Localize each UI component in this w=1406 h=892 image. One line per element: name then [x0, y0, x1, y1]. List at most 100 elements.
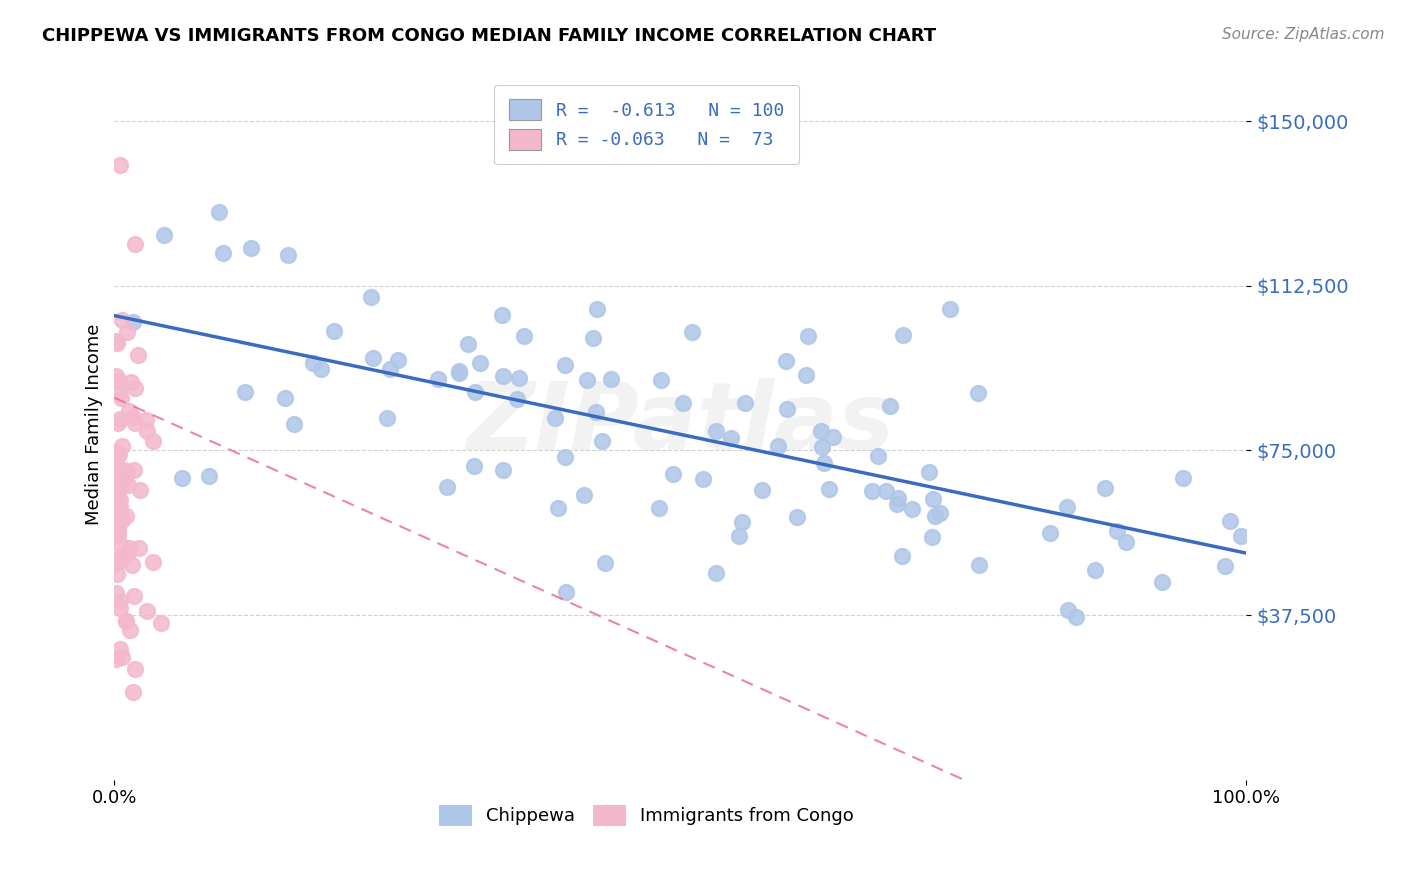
Point [671, 395, 693, 409]
Point [112, 463, 135, 477]
Point [239, 241, 262, 255]
Point [111, 313, 134, 327]
Point [766, 439, 789, 453]
Point [104, 457, 127, 471]
Point [105, 491, 128, 506]
Point [127, 348, 149, 362]
Point [105, 556, 128, 570]
Point [124, 416, 146, 430]
Point [108, 447, 131, 461]
Point [118, 541, 141, 555]
Point [360, 290, 382, 304]
Point [104, 515, 127, 529]
Point [813, 457, 835, 471]
Point [939, 301, 962, 316]
Y-axis label: Median Family Income: Median Family Income [86, 324, 103, 524]
Point [890, 549, 912, 563]
Point [110, 469, 132, 483]
Point [211, 245, 233, 260]
Point [794, 368, 817, 382]
Point [107, 467, 129, 482]
Point [120, 375, 142, 389]
Point [323, 325, 346, 339]
Point [149, 616, 172, 631]
Point [1056, 500, 1078, 514]
Point [1084, 563, 1107, 577]
Point [681, 325, 703, 339]
Point [706, 566, 728, 580]
Point [547, 500, 569, 515]
Point [966, 386, 988, 401]
Point [1039, 526, 1062, 541]
Point [107, 483, 129, 498]
Point [111, 439, 134, 453]
Point [468, 356, 491, 370]
Point [121, 558, 143, 572]
Point [720, 431, 742, 445]
Point [110, 549, 132, 563]
Point [775, 353, 797, 368]
Legend: Chippewa, Immigrants from Congo: Chippewa, Immigrants from Congo [430, 796, 863, 835]
Point [122, 590, 145, 604]
Point [283, 417, 305, 432]
Point [513, 329, 536, 343]
Point [821, 430, 844, 444]
Point [108, 158, 131, 172]
Point [111, 552, 134, 566]
Point [121, 314, 143, 328]
Point [554, 450, 576, 464]
Point [1230, 529, 1253, 543]
Point [572, 487, 595, 501]
Point [786, 509, 808, 524]
Point [136, 605, 159, 619]
Point [309, 362, 332, 376]
Text: Source: ZipAtlas.com: Source: ZipAtlas.com [1222, 27, 1385, 42]
Point [112, 475, 135, 490]
Point [108, 493, 131, 508]
Point [107, 522, 129, 536]
Point [117, 546, 139, 560]
Point [108, 600, 131, 615]
Point [692, 472, 714, 486]
Point [361, 351, 384, 365]
Point [704, 425, 727, 439]
Point [585, 405, 607, 419]
Point [105, 335, 128, 350]
Point [136, 424, 159, 438]
Point [901, 502, 924, 516]
Point [380, 362, 402, 376]
Point [118, 623, 141, 637]
Point [1219, 514, 1241, 528]
Point [170, 470, 193, 484]
Point [107, 416, 129, 430]
Point [104, 445, 127, 459]
Point [107, 479, 129, 493]
Point [727, 529, 749, 543]
Point [128, 483, 150, 497]
Point [104, 520, 127, 534]
Text: ZIPatlas: ZIPatlas [467, 378, 894, 470]
Point [124, 662, 146, 676]
Point [924, 508, 946, 523]
Point [142, 434, 165, 448]
Point [492, 463, 515, 477]
Point [1150, 574, 1173, 589]
Point [135, 413, 157, 427]
Point [208, 204, 231, 219]
Point [868, 449, 890, 463]
Point [104, 529, 127, 543]
Point [117, 465, 139, 479]
Point [110, 412, 132, 426]
Point [108, 537, 131, 551]
Point [114, 509, 136, 524]
Point [860, 483, 883, 498]
Point [921, 530, 943, 544]
Point [108, 505, 131, 519]
Point [104, 334, 127, 348]
Point [575, 373, 598, 387]
Point [104, 586, 127, 600]
Point [427, 371, 450, 385]
Point [111, 473, 134, 487]
Point [1115, 535, 1137, 549]
Point [1213, 558, 1236, 573]
